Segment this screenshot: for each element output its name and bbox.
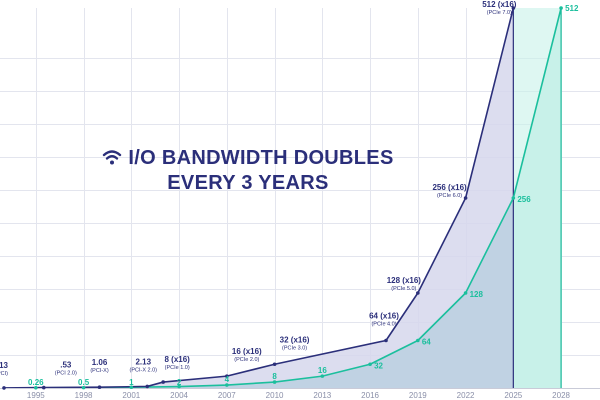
trend-point (511, 196, 516, 200)
pcie-version-label: (PCI) (0, 371, 8, 377)
pcie-version-label: (PCIe 4.0) (371, 322, 396, 328)
pcie-version-label: (PCIe 6.0) (437, 193, 462, 199)
pcie-point (41, 385, 46, 390)
trend-point (177, 384, 181, 389)
trend-data-label: 2 (177, 378, 182, 387)
trend-point (129, 385, 134, 390)
trend-point (559, 6, 563, 10)
trend-point (272, 380, 277, 384)
pcie-data-label: 128 (x16) (387, 276, 422, 285)
x-tick-label: 2019 (409, 391, 427, 400)
pcie-data-label: 8 (x16) (164, 355, 190, 364)
overlap-area (35, 198, 514, 388)
pcie-point (511, 6, 516, 10)
trend-point (463, 291, 468, 295)
wifi-icon (103, 150, 122, 165)
pcie-point (2, 386, 6, 390)
pcie-data-label: 32 (x16) (280, 335, 310, 344)
pcie-version-label: (PCIe 3.0) (282, 345, 307, 351)
pcie-version-label: (PCI-X 2.0) (129, 367, 157, 373)
x-tick-label: 2016 (361, 391, 379, 400)
pcie-point (384, 338, 388, 343)
pcie-point (225, 374, 229, 378)
x-tick-label: 2028 (552, 391, 570, 400)
pcie-data-label: 1.06 (92, 358, 108, 367)
trend-future-band (513, 8, 562, 388)
x-tick-label: 2013 (313, 391, 331, 400)
pcie-data-label: 256 (x16) (432, 183, 467, 192)
trend-data-label: 0.26 (28, 378, 44, 387)
trend-data-label: 1 (129, 378, 134, 387)
pcie-point (272, 362, 277, 367)
pcie-version-label: (PCIe 5.0) (391, 286, 416, 292)
trend-point (320, 374, 325, 378)
trend-data-label: 32 (374, 361, 383, 370)
x-tick-label: 2004 (170, 391, 188, 400)
pcie-version-label: (PCI 2.0) (55, 371, 77, 377)
x-tick-label: 2025 (504, 391, 522, 400)
pcie-data-label: 2.13 (135, 357, 151, 366)
trend-data-label: 128 (470, 290, 484, 299)
trend-data-label: 16 (318, 366, 327, 375)
pcie-point (416, 291, 420, 295)
pcie-point (97, 385, 102, 390)
pcie-point (161, 380, 165, 384)
x-tick-label: 2010 (266, 391, 284, 400)
pcie-point (145, 384, 150, 389)
pcie-data-label: 64 (x16) (369, 312, 399, 321)
x-tick-label: 2022 (457, 391, 475, 400)
headline-line-1-text: I/O BANDWIDTH DOUBLES (128, 147, 394, 169)
headline-line-2: EVERY 3 YEARS (167, 172, 329, 194)
pcie-data-label: .53 (60, 361, 72, 370)
trend-data-label: 64 (422, 338, 431, 347)
trend-data-label: 256 (517, 195, 531, 204)
pcie-version-label: (PCIe 1.0) (165, 365, 190, 371)
trend-point (416, 338, 420, 343)
pcie-version-label: (PCIe 2.0) (234, 357, 259, 363)
trend-point (81, 385, 86, 390)
x-tick-label: 2007 (218, 391, 236, 400)
trend-point (225, 383, 229, 387)
trend-point (34, 386, 38, 390)
x-tick-label: 1998 (75, 391, 93, 400)
trend-data-label: 4 (225, 375, 230, 384)
trend-data-label: 0.5 (78, 378, 90, 387)
pcie-data-label: 512 (x16) (482, 0, 517, 9)
pcie-version-label: (PCIe 7.0) (487, 10, 512, 16)
chart-headline: I/O BANDWIDTH DOUBLES EVERY 3 YEARS (88, 146, 408, 196)
pcie-version-label: (PCI-X) (90, 368, 109, 374)
headline-line-1: I/O BANDWIDTH DOUBLES (88, 146, 408, 171)
pcie-data-label: .13 (0, 361, 9, 370)
trend-data-label: 8 (272, 372, 277, 381)
pcie-data-label: 16 (x16) (232, 347, 262, 356)
trend-data-label: 512 (565, 4, 579, 13)
x-tick-label: 2001 (122, 391, 140, 400)
pcie-point (463, 196, 468, 200)
trend-point (368, 362, 372, 367)
x-tick-label: 1995 (27, 391, 45, 400)
